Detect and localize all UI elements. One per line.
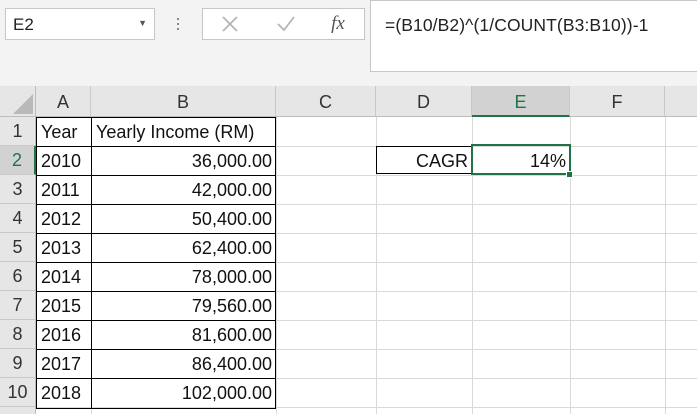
column-headers: A B C D E F (0, 86, 697, 117)
row-header-2[interactable]: 2 (0, 146, 36, 175)
column-header-f[interactable]: F (570, 86, 665, 116)
drag-handle-dots-icon[interactable] (172, 8, 184, 40)
cell-a1[interactable]: Year (37, 117, 91, 146)
cell-a2[interactable]: 2010 (37, 146, 91, 175)
cell-b2[interactable]: 36,000.00 (92, 146, 276, 175)
fx-icon: fx (331, 13, 345, 35)
cell-a9[interactable]: 2017 (37, 349, 91, 378)
row-header-8[interactable]: 8 (0, 320, 35, 349)
enter-button[interactable] (271, 9, 301, 39)
cell-a3[interactable]: 2011 (37, 175, 91, 204)
spreadsheet-grid: A B C D E F 1 2 3 4 5 6 7 8 9 10 Year Ye… (0, 86, 697, 414)
formula-bar-region: E2 ▼ fx =(B10/B2)^(1/COUNT(B3:B10))-1 (0, 0, 697, 86)
cell-b8[interactable]: 81,600.00 (92, 320, 276, 349)
column-header-c[interactable]: C (276, 86, 376, 116)
gridline (570, 117, 571, 414)
cell-a5[interactable]: 2013 (37, 233, 91, 262)
row-header-1[interactable]: 1 (0, 117, 35, 146)
formula-input[interactable]: =(B10/B2)^(1/COUNT(B3:B10))-1 (370, 0, 697, 72)
cell-a7[interactable]: 2015 (37, 291, 91, 320)
name-box-value: E2 (13, 15, 34, 35)
column-header-b[interactable]: B (91, 86, 276, 116)
insert-function-button[interactable]: fx (321, 9, 355, 39)
cell-b3[interactable]: 42,000.00 (92, 175, 276, 204)
row-header-5[interactable]: 5 (0, 233, 35, 262)
cell-a10[interactable]: 2018 (37, 378, 91, 407)
chevron-down-icon[interactable]: ▼ (138, 18, 147, 28)
cell-b5[interactable]: 62,400.00 (92, 233, 276, 262)
row-header-7[interactable]: 7 (0, 291, 35, 320)
select-all-corner[interactable] (0, 86, 36, 117)
cell-a4[interactable]: 2012 (37, 204, 91, 233)
name-box[interactable]: E2 ▼ (5, 8, 155, 40)
cell-a8[interactable]: 2016 (37, 320, 91, 349)
column-header-d[interactable]: D (376, 86, 472, 116)
gridline (276, 117, 277, 414)
cancel-button[interactable] (215, 9, 245, 39)
cell-b7[interactable]: 79,560.00 (92, 291, 276, 320)
gridline (665, 117, 666, 414)
formula-text: =(B10/B2)^(1/COUNT(B3:B10))-1 (385, 15, 648, 36)
cell-b1[interactable]: Yearly Income (RM) (92, 117, 276, 146)
cell-b6[interactable]: 78,000.00 (92, 262, 276, 291)
close-icon (221, 15, 239, 33)
row-header-3[interactable]: 3 (0, 175, 35, 204)
cell-b10[interactable]: 102,000.00 (92, 378, 276, 407)
row-header-4[interactable]: 4 (0, 204, 35, 233)
gridline (36, 407, 697, 408)
select-all-triangle-icon (0, 86, 36, 117)
fill-handle[interactable] (566, 171, 573, 178)
cell-b4[interactable]: 50,400.00 (92, 204, 276, 233)
cell-b9[interactable]: 86,400.00 (92, 349, 276, 378)
row-header-6[interactable]: 6 (0, 262, 35, 291)
cell-e2[interactable]: 14% (473, 146, 570, 175)
column-header-e[interactable]: E (472, 86, 570, 117)
row-header-10[interactable]: 10 (0, 378, 35, 407)
row-header-9[interactable]: 9 (0, 349, 35, 378)
cell-a6[interactable]: 2014 (37, 262, 91, 291)
column-header-a[interactable]: A (36, 86, 91, 116)
check-icon (276, 15, 296, 33)
row-headers: 1 2 3 4 5 6 7 8 9 10 (0, 117, 36, 414)
formula-buttons: fx (202, 8, 365, 40)
cell-d2[interactable]: CAGR (377, 146, 472, 175)
